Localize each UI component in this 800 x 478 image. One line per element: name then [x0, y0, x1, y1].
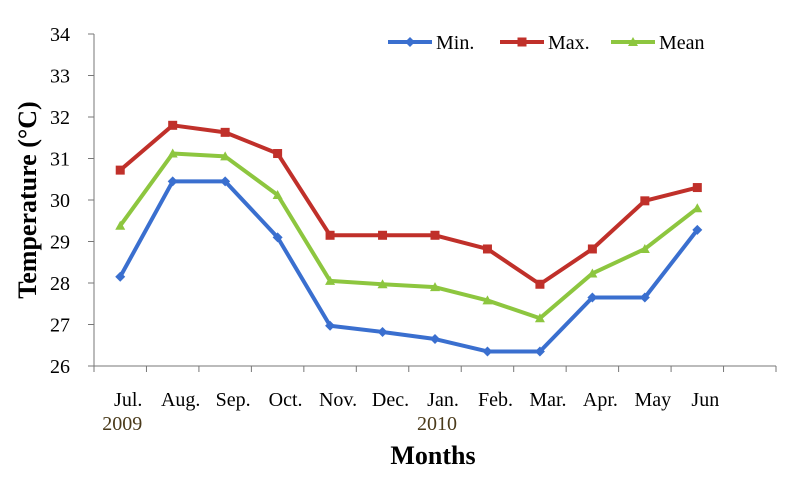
data-point-min — [220, 176, 231, 187]
data-point-mean — [692, 203, 703, 213]
data-point-min — [377, 326, 388, 337]
data-point-max — [692, 183, 702, 193]
legend-marker — [517, 37, 527, 47]
chart-axes — [93, 34, 776, 367]
legend-marker — [628, 37, 638, 46]
data-point-min — [482, 346, 493, 357]
x-tick-label: Jun — [691, 389, 719, 411]
x-tick-label: Jul. — [114, 389, 142, 411]
y-tick-label: 30 — [50, 190, 70, 212]
data-point-mean — [534, 313, 545, 323]
legend-item-mean: Mean — [611, 32, 705, 54]
data-point-max — [325, 230, 335, 240]
data-point-min — [430, 334, 440, 345]
y-axis-ticks: 26 27 28 29 30 31 32 33 34 — [50, 24, 94, 378]
series-mean — [115, 148, 703, 323]
series-max — [115, 120, 702, 289]
series-line-min — [118, 179, 699, 354]
data-point-mean — [115, 220, 126, 230]
x-tick-label: Nov. — [319, 389, 357, 411]
y-tick-label: 26 — [50, 356, 70, 378]
legend-item-min: Min. — [388, 32, 474, 54]
data-point-min — [325, 320, 336, 331]
x-tick-label: Jan. — [427, 389, 459, 411]
data-point-mean — [430, 282, 440, 292]
y-axis-label: Temperature (°C) — [13, 101, 42, 298]
legend-marker — [405, 37, 415, 47]
data-point-min — [167, 176, 178, 187]
data-point-max — [115, 165, 125, 175]
chart-series — [115, 120, 703, 357]
data-point-max — [430, 230, 440, 240]
x-tick-label: Sep. — [216, 389, 251, 411]
y-tick-label: 34 — [50, 24, 70, 46]
x-tick-label: Dec. — [372, 389, 409, 411]
data-point-min — [115, 271, 126, 282]
data-point-mean — [325, 275, 336, 285]
y-tick-label: 33 — [50, 66, 70, 88]
data-point-max — [168, 120, 178, 130]
legend-item-max: Max. — [500, 32, 590, 54]
year-label: 2009 — [102, 413, 142, 435]
data-point-mean — [167, 148, 178, 158]
y-tick-label: 32 — [50, 107, 70, 129]
y-tick-label: 27 — [50, 315, 70, 337]
data-point-mean — [639, 243, 650, 253]
x-tick-label: Mar. — [529, 389, 566, 411]
data-point-max — [378, 230, 388, 240]
x-tick-label: May — [635, 389, 672, 411]
data-point-min — [272, 232, 283, 243]
legend-label: Min. — [436, 32, 474, 54]
y-tick-label: 28 — [50, 273, 70, 295]
data-point-max — [482, 244, 492, 254]
x-tick-label: Apr. — [583, 389, 618, 411]
x-axis-ticks: Jul. Aug. Sep. Oct. Nov. Dec. Jan. Feb. Mar. Apr.… — [93, 366, 777, 435]
data-point-min — [692, 224, 703, 235]
chart-legend: Min. Max. Mean — [388, 32, 705, 54]
series-line-max — [118, 123, 698, 287]
data-point-mean — [377, 279, 388, 289]
legend-label: Max. — [548, 32, 590, 54]
data-point-min — [587, 292, 598, 303]
x-tick-label: Aug. — [161, 389, 200, 411]
data-point-max — [273, 149, 283, 159]
data-point-max — [587, 244, 597, 254]
series-min — [115, 176, 703, 357]
legend-label: Mean — [659, 32, 705, 54]
data-point-max — [220, 127, 230, 137]
data-point-mean — [220, 151, 231, 161]
y-tick-label: 31 — [50, 149, 70, 171]
data-point-mean — [587, 268, 598, 278]
series-line-mean — [118, 151, 699, 321]
data-point-max — [535, 279, 545, 289]
data-point-min — [639, 292, 650, 303]
y-tick-label: 29 — [50, 232, 70, 254]
year-label: 2010 — [417, 413, 457, 435]
data-point-max — [640, 196, 650, 206]
data-point-mean — [272, 190, 283, 200]
data-point-mean — [482, 295, 493, 305]
x-tick-label: Oct. — [269, 389, 303, 411]
x-axis-label: Months — [390, 441, 475, 470]
x-tick-label: Feb. — [478, 389, 513, 411]
data-point-min — [534, 346, 545, 357]
